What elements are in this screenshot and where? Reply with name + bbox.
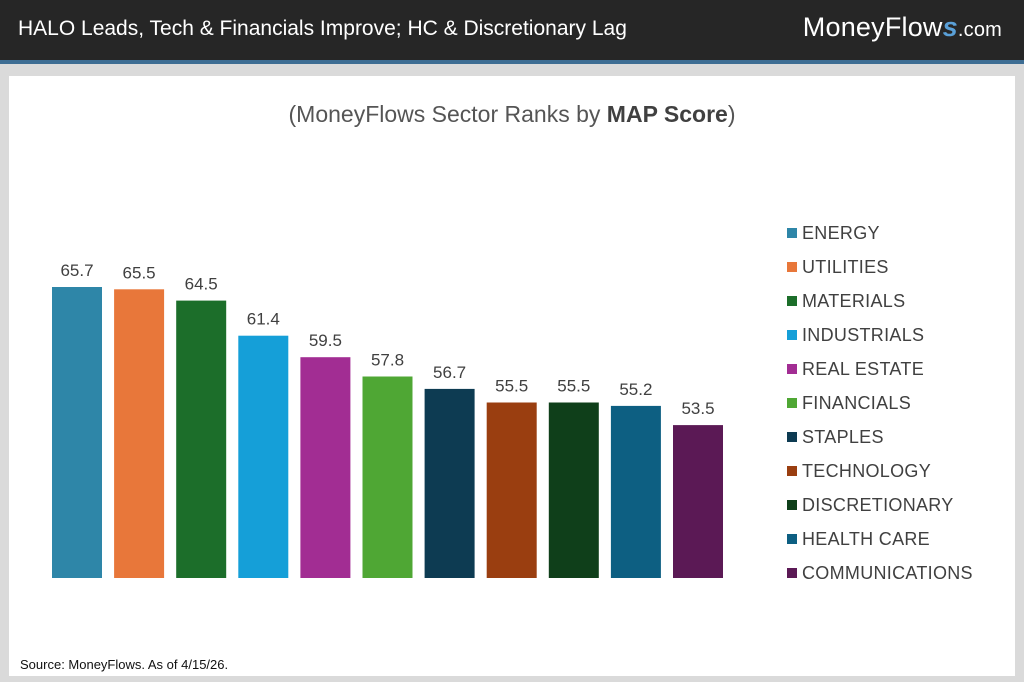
legend-swatch (787, 296, 797, 306)
legend-swatch (787, 330, 797, 340)
legend-label: TECHNOLOGY (802, 460, 932, 481)
brand-s: s (942, 12, 958, 42)
brand-prefix: MoneyFlow (802, 12, 943, 42)
source-note: Source: MoneyFlows. As of 4/15/26. (20, 657, 229, 672)
bar-chart: 65.7 65.5 64.5 61.4 59.5 57.8 56.7 55.5 55.5 55.2… (52, 261, 723, 578)
legend-item: FINANCIALS (787, 386, 973, 420)
bar-materials (176, 300, 227, 578)
legend-item: TECHNOLOGY (787, 454, 973, 488)
legend-label: UTILITIES (802, 256, 889, 277)
legend-item: MATERIALS (787, 284, 973, 318)
legend-label: MATERIALS (802, 290, 906, 311)
legend-label: ENERGY (802, 222, 880, 243)
bar-financials (362, 376, 413, 578)
value-label: 56.7 (433, 363, 466, 382)
bar-technology (486, 402, 537, 578)
value-label: 65.7 (60, 261, 93, 280)
legend-label: REAL ESTATE (802, 358, 924, 379)
legend-swatch (787, 432, 797, 442)
legend-swatch (787, 500, 797, 510)
legend-item: COMMUNICATIONS (787, 556, 973, 590)
value-label: 55.2 (619, 380, 652, 399)
legend-swatch (787, 466, 797, 476)
chart-title-bold: MAP Score (606, 101, 728, 127)
value-label: 55.5 (557, 377, 590, 396)
bar-energy (52, 287, 102, 578)
legend-swatch (787, 228, 797, 238)
value-label: 53.5 (681, 399, 714, 418)
value-label: 55.5 (495, 377, 528, 396)
legend-swatch (787, 568, 797, 578)
legend-item: INDUSTRIALS (787, 318, 973, 352)
bar-health-care (610, 405, 661, 578)
value-label: 64.5 (185, 275, 218, 294)
legend-label: INDUSTRIALS (802, 324, 925, 345)
legend-swatch (787, 364, 797, 374)
chart-title-prefix: (MoneyFlows Sector Ranks by (288, 101, 607, 127)
legend-label: STAPLES (802, 426, 884, 447)
bar-communications (673, 425, 723, 578)
legend-label: DISCRETIONARY (802, 494, 954, 515)
legend-swatch (787, 398, 797, 408)
brand-logo: MoneyFlows.com (803, 12, 1002, 43)
value-label: 57.8 (371, 351, 404, 370)
chart-legend: ENERGY UTILITIES MATERIALS INDUSTRIALS REAL … (787, 216, 973, 590)
legend-item: HEALTH CARE (787, 522, 973, 556)
bar-real-estate (300, 357, 351, 578)
headline: HALO Leads, Tech & Financials Improve; H… (18, 17, 627, 40)
value-label: 59.5 (309, 331, 342, 350)
value-label: 65.5 (123, 263, 156, 282)
bar-utilities (114, 289, 165, 578)
legend-item: UTILITIES (787, 250, 973, 284)
legend-item: REAL ESTATE (787, 352, 973, 386)
legend-label: FINANCIALS (802, 392, 912, 413)
legend-label: HEALTH CARE (802, 528, 930, 549)
header-bar: HALO Leads, Tech & Financials Improve; H… (0, 0, 1024, 64)
brand-suffix: .com (957, 19, 1002, 41)
chart-title: (MoneyFlows Sector Ranks by MAP Score) (9, 101, 1015, 128)
chart-panel: (MoneyFlows Sector Ranks by MAP Score) 6… (9, 76, 1015, 676)
value-label: 61.4 (247, 310, 280, 329)
bar-industrials (238, 335, 289, 578)
legend-swatch (787, 534, 797, 544)
legend-item: DISCRETIONARY (787, 488, 973, 522)
legend-item: ENERGY (787, 216, 973, 250)
legend-swatch (787, 262, 797, 272)
legend-item: STAPLES (787, 420, 973, 454)
bar-staples (424, 388, 475, 578)
chart-title-suffix: ) (727, 101, 736, 127)
legend-label: COMMUNICATIONS (802, 562, 973, 583)
bar-discretionary (548, 402, 599, 578)
